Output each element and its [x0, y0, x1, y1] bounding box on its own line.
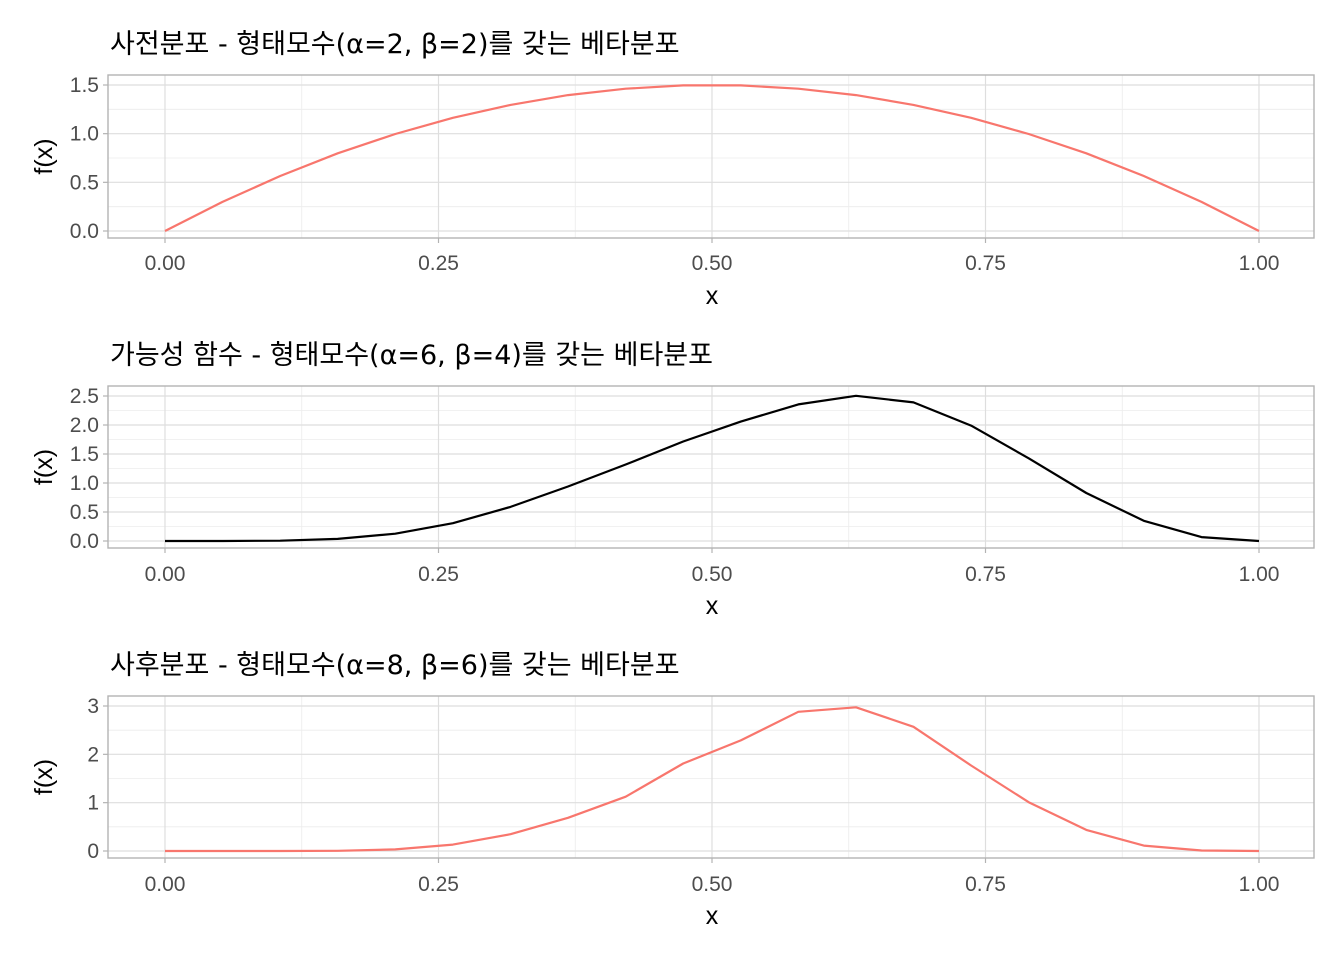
- x-tick-label: 0.00: [145, 563, 186, 586]
- y-tick-label: 0.0: [70, 220, 99, 243]
- x-tick-label: 1.00: [1239, 252, 1280, 275]
- y-axis-title: f(x): [30, 138, 58, 174]
- y-axis-title: f(x): [30, 449, 58, 485]
- y-tick-label: 0.5: [70, 171, 99, 194]
- x-tick-label: 0.50: [692, 252, 733, 275]
- y-tick-label: 1: [87, 792, 99, 815]
- chart-panel-3: 사후분포 - 형태모수(α=8, β=6)를 갖는 베타분포 0.00 0.25 0.…: [30, 650, 1315, 930]
- y-tick-label: 1.5: [70, 443, 99, 466]
- chart-panel-1: 사전분포 - 형태모수(α=2, β=2)를 갖는 베타분포 0.00 0.25 0.…: [30, 29, 1315, 310]
- y-tick-label: 2: [87, 743, 99, 766]
- panel-border: [107, 74, 1315, 239]
- chart-title: 가능성 함수 - 형태모수(α=6, β=4)를 갖는 베타분포: [110, 340, 713, 371]
- chart-panel-2: 가능성 함수 - 형태모수(α=6, β=4)를 갖는 베타분포 0.00 0.25…: [30, 340, 1315, 620]
- x-axis-title: x: [706, 902, 719, 930]
- y-tick-label: 3: [87, 695, 99, 718]
- chart-title: 사전분포 - 형태모수(α=2, β=2)를 갖는 베타분포: [110, 29, 680, 60]
- series-line: [164, 84, 1260, 232]
- y-tick-label: 1.0: [70, 123, 99, 146]
- x-tick-label: 0.25: [418, 873, 459, 896]
- x-tick-label: 0.50: [692, 873, 733, 896]
- x-tick-label: 0.00: [145, 252, 186, 275]
- panel-border: [107, 695, 1315, 859]
- x-tick-label: 0.75: [965, 252, 1006, 275]
- y-tick-label: 0.0: [70, 530, 99, 553]
- y-tick-label: 2.5: [70, 385, 99, 408]
- x-tick-label: 0.25: [418, 563, 459, 586]
- x-axis-title: x: [706, 282, 719, 310]
- x-tick-label: 0.75: [965, 873, 1006, 896]
- x-axis-title: x: [706, 592, 719, 620]
- y-tick-label: 1.5: [70, 74, 99, 97]
- y-axis-title: f(x): [30, 759, 58, 795]
- series-line: [165, 706, 1260, 853]
- x-tick-label: 0.25: [418, 252, 459, 275]
- y-tick-label: 1.0: [70, 472, 99, 495]
- x-tick-label: 0.00: [145, 873, 186, 896]
- y-tick-label: 2.0: [70, 414, 99, 437]
- y-tick-label: 0.5: [70, 501, 99, 524]
- chart-title: 사후분포 - 형태모수(α=8, β=6)를 갖는 베타분포: [110, 650, 680, 681]
- y-tick-label: 0: [87, 840, 99, 863]
- x-tick-label: 1.00: [1239, 873, 1280, 896]
- x-tick-label: 0.50: [692, 563, 733, 586]
- series-line: [165, 394, 1260, 543]
- x-tick-label: 0.75: [965, 563, 1006, 586]
- panel-border: [107, 385, 1315, 549]
- x-tick-label: 1.00: [1239, 563, 1280, 586]
